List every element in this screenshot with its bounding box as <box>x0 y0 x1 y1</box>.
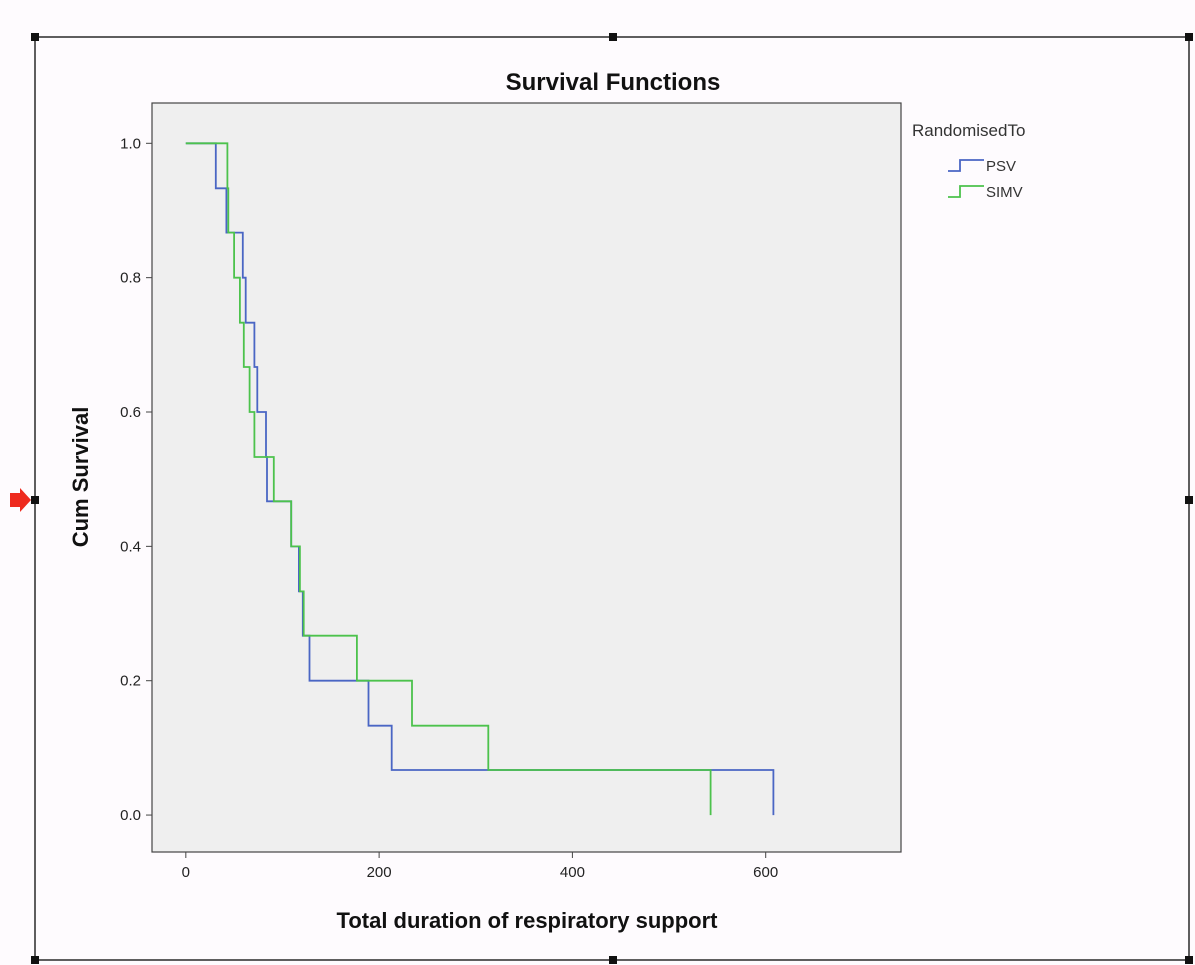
y-tick-label: 1.0 <box>120 135 141 152</box>
y-tick-label: 0.0 <box>120 807 141 824</box>
resize-handle-top-center[interactable] <box>609 33 617 41</box>
y-axis-label: Cum Survival <box>68 407 93 548</box>
legend-swatch-simv <box>948 185 984 198</box>
resize-handle-bottom-center[interactable] <box>609 956 617 964</box>
x-axis-label: Total duration of respiratory support <box>337 908 719 933</box>
resize-handle-bottom-left[interactable] <box>31 956 39 964</box>
x-axis: 0 200 400 600 <box>182 852 778 881</box>
x-tick-label: 200 <box>367 864 392 881</box>
x-tick-label: 400 <box>560 864 585 881</box>
series-line-simv <box>185 142 712 816</box>
y-tick-label: 0.4 <box>120 538 141 555</box>
y-tick-label: 0.2 <box>120 673 141 690</box>
chart-title: Survival Functions <box>506 69 721 96</box>
resize-handle-bottom-right[interactable] <box>1185 956 1193 964</box>
legend: RandomisedTo PSV SIMV <box>912 121 1025 201</box>
red-arrow-marker-icon <box>10 488 31 512</box>
legend-label-simv: SIMV <box>986 184 1023 201</box>
x-tick-label: 600 <box>753 864 778 881</box>
selection-frame[interactable] <box>31 33 1193 964</box>
series-layer <box>185 142 775 816</box>
y-tick-label: 0.6 <box>120 404 141 421</box>
y-tick-label: 0.8 <box>120 270 141 287</box>
resize-handle-middle-right[interactable] <box>1185 496 1193 504</box>
resize-handle-top-right[interactable] <box>1185 33 1193 41</box>
y-axis: 0.0 0.2 0.4 0.6 0.8 1.0 <box>120 135 152 824</box>
legend-swatch-psv <box>948 159 984 172</box>
plot-area <box>151 102 902 853</box>
legend-title: RandomisedTo <box>912 121 1025 140</box>
resize-handle-top-left[interactable] <box>31 33 39 41</box>
resize-handle-middle-left[interactable] <box>31 496 39 504</box>
x-tick-label: 0 <box>182 864 190 881</box>
legend-label-psv: PSV <box>986 158 1016 175</box>
